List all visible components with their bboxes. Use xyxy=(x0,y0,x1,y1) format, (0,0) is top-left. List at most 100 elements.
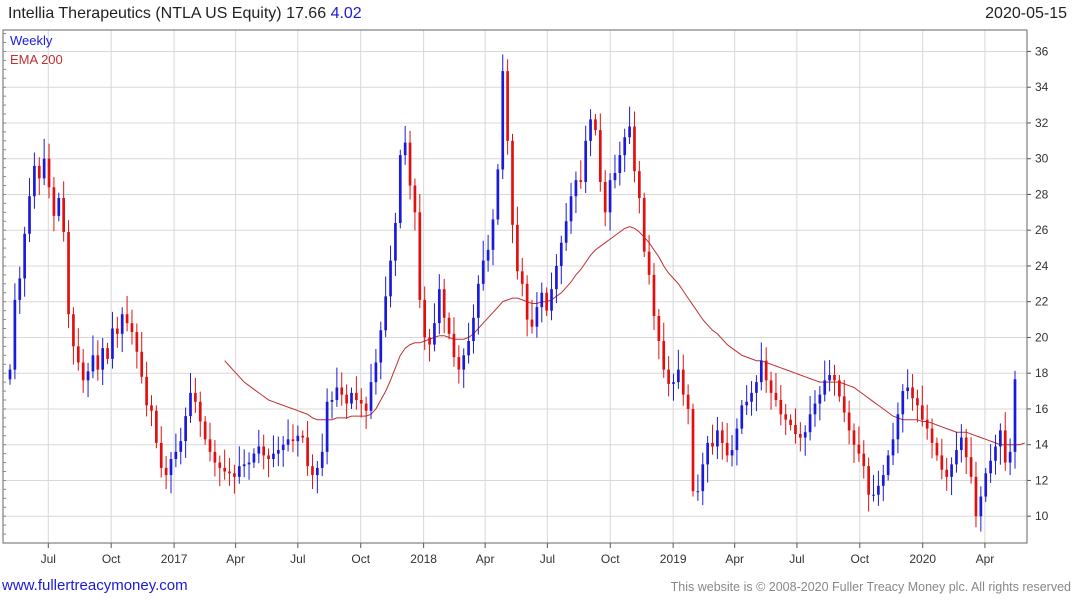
candle-body xyxy=(945,469,949,477)
candle-body xyxy=(974,476,978,517)
candle-body xyxy=(798,433,802,438)
candle-body xyxy=(491,219,495,250)
candle-body xyxy=(208,439,212,452)
candle-body xyxy=(740,405,744,429)
x-tick-label: 2018 xyxy=(410,552,437,566)
candle-body xyxy=(511,140,514,225)
candle-body xyxy=(706,442,709,465)
candle-body xyxy=(686,394,690,409)
candle-body xyxy=(886,455,890,476)
candle-body xyxy=(535,307,539,327)
candle-body xyxy=(442,289,446,318)
candle-body xyxy=(467,341,470,356)
candle-body xyxy=(394,223,397,261)
footer-link[interactable]: www.fullertreacymoney.com xyxy=(2,577,188,594)
candle-body xyxy=(106,348,109,359)
candle-body xyxy=(291,439,295,442)
candle-body xyxy=(808,414,812,433)
x-tick-label: Oct xyxy=(102,552,121,566)
candle-body xyxy=(477,283,480,318)
candle-body xyxy=(486,249,490,261)
candle-body xyxy=(72,314,75,347)
candle-body xyxy=(8,369,12,380)
candle-body xyxy=(1003,430,1007,463)
candle-body xyxy=(1008,451,1012,463)
candle-body xyxy=(125,314,129,324)
candle-body xyxy=(384,296,387,331)
legend: Weekly EMA 200 xyxy=(10,33,63,67)
candle-body xyxy=(247,462,251,465)
candle-body xyxy=(233,473,236,477)
candle-body xyxy=(506,71,509,141)
candle-body xyxy=(867,466,870,495)
candle-body xyxy=(155,410,158,443)
candle-body xyxy=(818,394,822,404)
candle-body xyxy=(774,392,778,401)
candle-body xyxy=(877,485,880,495)
candle-body xyxy=(189,392,192,417)
candle-body xyxy=(379,330,383,363)
y-tick-label: 16 xyxy=(1035,402,1049,416)
candle-body xyxy=(159,442,163,468)
candle-body xyxy=(335,387,339,401)
candle-body xyxy=(359,400,363,404)
candle-body xyxy=(433,323,436,345)
candle-body xyxy=(145,376,148,406)
candle-body xyxy=(18,278,22,300)
candle-body xyxy=(950,464,953,477)
candle-body xyxy=(569,196,573,222)
candle-body xyxy=(62,198,66,232)
candle-body xyxy=(852,430,856,445)
candle-body xyxy=(28,196,31,234)
candle-body xyxy=(789,419,792,426)
candle-body xyxy=(174,451,178,459)
candle-body xyxy=(374,362,378,383)
candle-body xyxy=(862,453,866,467)
y-tick-label: 22 xyxy=(1035,295,1049,309)
candle-body xyxy=(169,458,173,476)
candle-body xyxy=(994,446,997,461)
candle-body xyxy=(833,374,836,381)
candle-body xyxy=(716,430,719,447)
candle-body xyxy=(628,126,631,138)
candle-body xyxy=(730,450,734,456)
candle-body xyxy=(140,351,144,377)
candle-body xyxy=(516,224,519,272)
candle-body xyxy=(638,171,641,199)
x-tick-label: Apr xyxy=(976,552,995,566)
candle-body xyxy=(340,387,344,395)
legend-entry: Weekly xyxy=(10,33,53,48)
candle-body xyxy=(594,119,597,131)
y-tick-label: 34 xyxy=(1035,80,1049,94)
candle-body xyxy=(696,491,700,493)
candle-body xyxy=(964,437,968,458)
candle-body xyxy=(179,441,183,452)
candle-body xyxy=(735,428,739,451)
candle-body xyxy=(564,221,568,243)
candle-body xyxy=(96,355,100,370)
candle-body xyxy=(418,212,422,300)
candle-body xyxy=(784,414,788,420)
candle-body xyxy=(1013,379,1017,452)
candle-body xyxy=(481,260,485,284)
candle-body xyxy=(398,155,402,224)
candle-body xyxy=(608,180,612,213)
candle-body xyxy=(203,421,207,440)
candle-body xyxy=(750,392,753,402)
candle-body xyxy=(555,265,558,290)
x-tick-label: Oct xyxy=(850,552,869,566)
candle-body xyxy=(242,464,246,467)
y-tick-label: 32 xyxy=(1035,116,1049,130)
candle-body xyxy=(350,392,353,404)
security-name: Intellia Therapeutics (NTLA US Equity) xyxy=(8,5,282,22)
candle-body xyxy=(213,451,217,463)
candle-body xyxy=(218,462,222,468)
candle-body xyxy=(525,283,529,320)
candle-body xyxy=(642,198,646,252)
y-tick-label: 14 xyxy=(1035,438,1049,452)
candle-body xyxy=(979,496,983,517)
legend-entry: EMA 200 xyxy=(10,52,63,67)
candle-body xyxy=(916,398,919,406)
plot-frame xyxy=(2,29,1028,544)
